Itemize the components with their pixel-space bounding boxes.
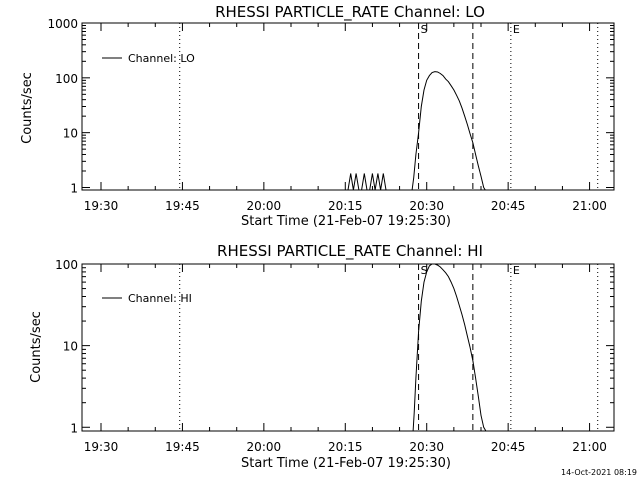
event-marker-label: S [421,23,428,36]
chart-title: RHESSI PARTICLE_RATE Channel: HI [217,242,483,261]
y-axis-label: Counts/sec [29,311,44,383]
footer-timestamp: 14-Oct-2021 08:19 [561,468,637,477]
y-tick-label: 100 [55,72,78,86]
series-line [412,263,487,432]
y-axis-label: Counts/sec [20,72,35,144]
y-tick-label: 1 [70,421,78,435]
x-tick-label: 19:45 [165,440,200,454]
x-tick-label: 20:15 [328,440,363,454]
x-tick-label: 20:45 [491,440,526,454]
x-tick-label: 20:15 [328,199,363,213]
x-axis-label: Start Time (21-Feb-07 19:25:30) [241,456,451,471]
event-marker-label: E [513,23,520,36]
y-tick-label: 1000 [47,17,78,31]
x-tick-label: 20:30 [409,440,444,454]
panel-lo: RHESSI PARTICLE_RATE Channel: LO Counts/… [20,3,615,229]
y-tick-label: 100 [55,258,78,272]
series-line [347,71,486,191]
x-tick-label: 20:30 [409,199,444,213]
x-tick-label: 20:00 [247,199,282,213]
chart-title: RHESSI PARTICLE_RATE Channel: LO [215,3,485,22]
x-tick-label: 21:00 [572,440,607,454]
y-tick-label: 10 [63,127,78,141]
x-tick-label: 20:45 [491,199,526,213]
legend-label: Channel: LO [128,52,195,65]
y-tick-label: 1 [70,181,78,195]
y-tick-label: 10 [63,340,78,354]
plot-frame [81,22,615,191]
legend-label: Channel: HI [128,292,192,305]
plot-frame [81,263,615,432]
event-marker-label: S [421,264,428,277]
x-tick-label: 19:30 [84,440,119,454]
x-tick-label: 21:00 [572,199,607,213]
panel-hi: RHESSI PARTICLE_RATE Channel: HI Counts/… [29,242,615,471]
x-tick-label: 19:30 [84,199,119,213]
x-tick-label: 20:00 [247,440,282,454]
event-marker-label: E [513,264,520,277]
x-axis-label: Start Time (21-Feb-07 19:25:30) [241,214,451,229]
x-tick-label: 19:45 [165,199,200,213]
